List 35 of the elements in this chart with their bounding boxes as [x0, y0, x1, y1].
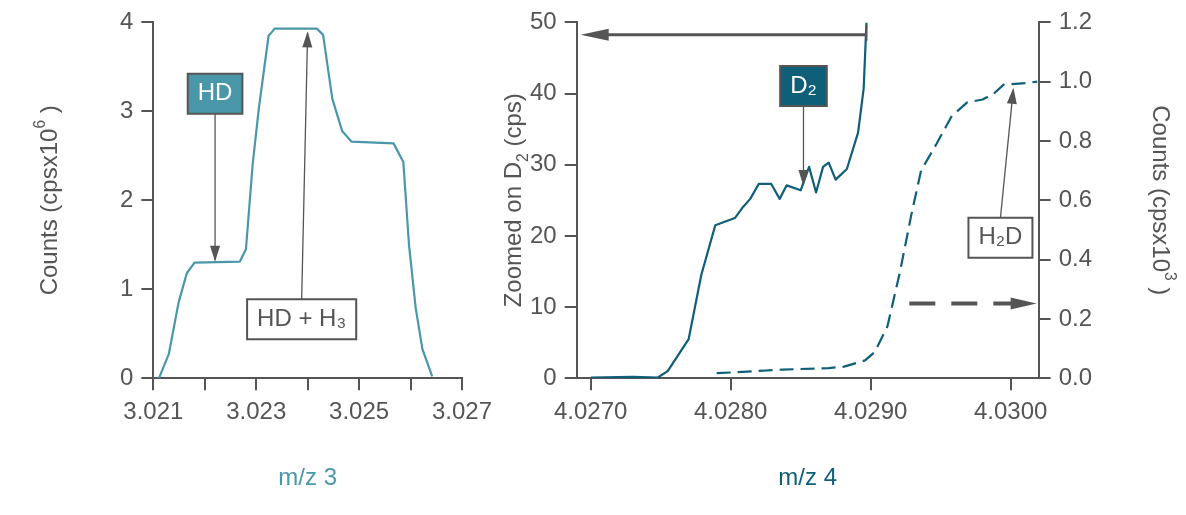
y-tick-label: 10	[529, 291, 557, 319]
annotation: HD + H₃	[257, 303, 347, 331]
y2-axis-title: Counts (cpsx103 )	[1148, 105, 1180, 296]
y-tick-label: 50	[529, 7, 557, 35]
y2-tick-label: 0.8	[1058, 125, 1093, 153]
annotation: D₂	[790, 70, 817, 98]
y-tick-label: 1	[119, 273, 134, 301]
x-axis-title: m/z 4	[778, 462, 838, 490]
x-tick-label: 4.0290	[833, 397, 908, 425]
x-tick-label: 3.025	[329, 397, 390, 425]
y2-tick-label: 0.0	[1058, 362, 1093, 390]
x-tick-label: 4.0280	[693, 397, 768, 425]
annotation: H₂D	[978, 222, 1023, 250]
y2-tick-label: 0.4	[1058, 244, 1093, 272]
y-tick-label: 2	[119, 184, 134, 212]
y-tick-label: 30	[529, 149, 557, 177]
x-tick-label: 4.0300	[973, 397, 1048, 425]
y-tick-label: 20	[529, 220, 557, 248]
y2-tick-label: 1.0	[1058, 66, 1093, 94]
y2-tick-label: 1.2	[1058, 7, 1093, 35]
y2-tick-label: 0.2	[1058, 303, 1093, 331]
x-axis-title: m/z 3	[278, 462, 338, 490]
x-tick-label: 3.023	[226, 397, 287, 425]
y-axis-title: Counts (cpsx106 )	[30, 105, 62, 296]
y-tick-label: 3	[119, 95, 134, 123]
x-tick-label: 4.0270	[553, 397, 628, 425]
annotation: HD	[197, 78, 233, 106]
y-tick-label: 4	[119, 7, 134, 35]
y-tick-label: 0	[119, 362, 134, 390]
y2-tick-label: 0.6	[1058, 184, 1093, 212]
x-tick-label: 3.021	[123, 397, 184, 425]
y-tick-label: 0	[543, 362, 557, 390]
x-tick-label: 3.027	[431, 397, 492, 425]
y-axis-title: Zoomed on D2 (cps)	[498, 93, 531, 308]
y-tick-label: 40	[529, 78, 557, 106]
